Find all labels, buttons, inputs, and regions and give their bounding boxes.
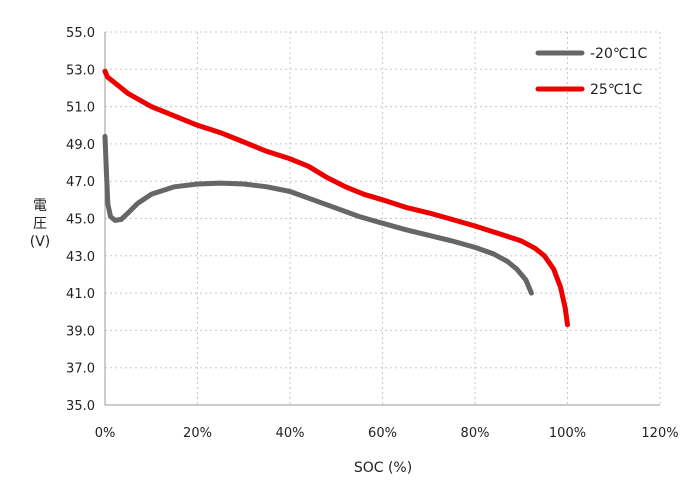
x-tick-label: 20% (183, 426, 212, 441)
y-tick-label: 47.0 (66, 175, 95, 190)
y-axis-title: 電圧 (V) (30, 198, 51, 250)
series-line-1 (102, 133, 534, 296)
y-axis-title-line: 電 (33, 198, 47, 214)
series-lines (102, 68, 570, 328)
axes: 35.0 37.0 39.0 41.0 43.0 45.0 47.0 49.0 51.0 53.0… (66, 26, 679, 441)
y-tick-label: 43.0 (66, 250, 95, 265)
x-tick-label: 40% (276, 426, 305, 441)
x-tick-label: 0% (95, 426, 116, 441)
y-tick-label: 53.0 (66, 63, 95, 78)
y-axis-title-line: (V) (30, 234, 51, 250)
y-tick-label: 45.0 (66, 213, 95, 228)
y-tick-label: 49.0 (66, 138, 95, 153)
x-tick-label: 120% (641, 426, 678, 441)
x-axis-title: SOC (%) (354, 460, 412, 476)
y-tick-label: 51.0 (66, 101, 95, 116)
y-tick-label: 55.0 (66, 26, 95, 41)
grid (105, 31, 661, 405)
x-tick-label: 60% (368, 426, 397, 441)
y-tick-label: 41.0 (66, 287, 95, 302)
series-line-2 (102, 68, 570, 328)
y-tick-label: 39.0 (66, 324, 95, 339)
y-tick-label: 37.0 (66, 362, 95, 377)
legend-label-1: -20℃1C (590, 46, 647, 62)
y-tick-label: 35.0 (66, 399, 95, 414)
x-tick-label: 80% (461, 426, 490, 441)
legend: -20℃1C 25℃1C (535, 46, 647, 98)
legend-label-2: 25℃1C (590, 82, 642, 98)
x-tick-label: 100% (549, 426, 586, 441)
y-axis-title-line: 圧 (33, 216, 47, 232)
